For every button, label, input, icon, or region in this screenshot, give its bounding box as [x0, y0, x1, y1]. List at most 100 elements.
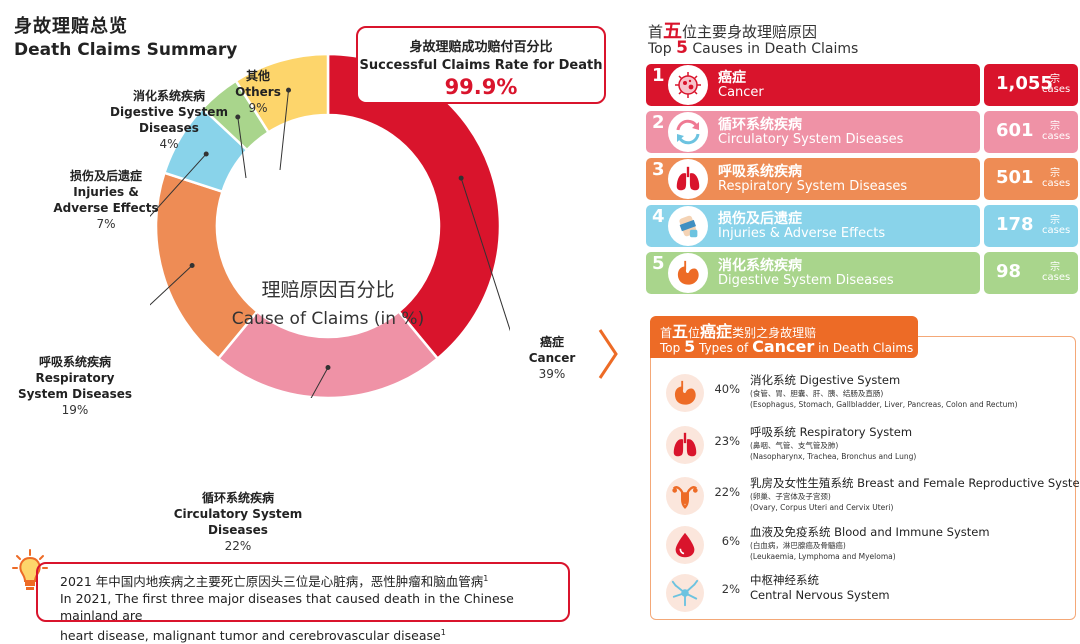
cancer-type-pct: 22% [714, 485, 740, 499]
label-digestive-zh: 消化系统疾病 [132, 89, 205, 103]
label-respiratory-en1: Respiratory [35, 371, 115, 385]
cancer-type-name: 消化系统 Digestive System [750, 373, 901, 387]
top-cause-rank: 4 [652, 206, 665, 227]
unit-en: cases [1042, 131, 1071, 142]
note-footnote-2: 1 [440, 628, 446, 638]
bandage-hand-icon [668, 206, 708, 246]
top-cause-name-zh: 循环系统疾病 [718, 117, 802, 133]
cancer-type-detail-zh: (白血病，淋巴腺癌及骨髓癌) [750, 541, 846, 550]
note-en-2: heart disease, malignant tumor and cereb… [60, 628, 441, 644]
label-circulatory-en: Circulatory System Diseases [173, 507, 303, 537]
cancer-type-row: 23% 呼吸系统 Respiratory System (鼻咽、气管、支气管及肺)… [666, 424, 1072, 470]
leader-line [150, 265, 193, 306]
label-cancer-pct: 39% [538, 367, 566, 381]
note-zh: 2021 年中国内地疾病之主要死亡原因头三位是心脏病，恶性肿瘤和脑血管病 [60, 574, 484, 590]
leader-line [237, 116, 247, 179]
top-cause-name-zh: 癌症 [718, 70, 746, 86]
cancer-type-detail-en: (Esophagus, Stomach, Gallbladder, Liver,… [750, 400, 1018, 409]
cancer-type-name-en: Central Nervous System [750, 588, 890, 602]
top-cause-name-en: Circulatory System Diseases [718, 132, 904, 147]
leader-dot [458, 175, 464, 181]
cancer-type-detail-zh: (鼻咽、气管、支气管及肺) [750, 441, 839, 450]
label-circulatory: 循环系统疾病 Circulatory System Diseases 22% [148, 490, 328, 554]
top-cause-bar: 2 循环系统疾病 Circulatory System Diseases [646, 111, 980, 153]
leader-line [460, 177, 510, 332]
cancer-type-name: 中枢神经系统 [750, 573, 819, 587]
cancer-type-pct: 6% [721, 534, 740, 548]
stomach-icon [666, 374, 704, 412]
top-cause-name-en: Injuries & Adverse Effects [718, 226, 886, 241]
leader-line [310, 367, 329, 398]
top-cause-count-box: 601 宗 cases [984, 111, 1078, 153]
label-digestive-en2: Diseases [139, 121, 199, 135]
top-cause-count: 601 [996, 120, 1034, 141]
leader-dot [235, 114, 241, 120]
lungs-icon [666, 426, 704, 464]
top-cause-row: 1 癌症 Cancer 1,055 宗 cases [646, 64, 1078, 106]
label-respiratory-en2: System Diseases [17, 387, 133, 401]
cancer-type-name: 呼吸系统 Respiratory System [750, 425, 913, 439]
label-cancer-zh: 癌症 [539, 335, 564, 349]
top-cause-rank: 3 [652, 159, 665, 180]
unit-en: cases [1042, 272, 1071, 283]
top-cause-row: 5 消化系统疾病 Digestive System Diseases 98 宗 … [646, 252, 1078, 294]
label-others: 其他 Others 9% [228, 68, 288, 116]
success-label-en: Successful Claims Rate for Death [359, 58, 603, 73]
cancer-type-name: 血液及免疫系统 Blood and Immune System [750, 525, 990, 539]
label-circulatory-zh: 循环系统疾病 [201, 491, 274, 505]
top-cause-bar: 3 呼吸系统疾病 Respiratory System Diseases [646, 158, 980, 200]
donut-hole [218, 116, 438, 336]
unit-zh: 宗 [1050, 262, 1060, 273]
top5-title-en: Top 5 Causes in Death Claims [648, 38, 859, 58]
top-cause-rank: 1 [652, 65, 665, 86]
note-footnote-1: 1 [483, 574, 489, 583]
label-injuries-zh: 损伤及后遗症 [69, 169, 142, 183]
cancer-type-pct: 23% [714, 434, 740, 448]
leader-dot [325, 365, 331, 370]
leader-dot [189, 262, 195, 268]
cancer-types-header: 首五位癌症类别之身故理赔 Top 5 Types of Cancer in De… [650, 316, 918, 358]
cancer-type-detail-en: (Leukaemia, Lymphoma and Myeloma) [750, 552, 896, 561]
cancer-types-title-en: Top 5 Types of Cancer in Death Claims [660, 337, 914, 356]
label-others-en: Others [235, 85, 281, 99]
top-cause-rank: 5 [652, 253, 665, 274]
chart-title-zh: 理赔原因百分比 [261, 279, 394, 301]
uterus-icon [666, 477, 704, 515]
top-cause-name-zh: 呼吸系统疾病 [718, 164, 802, 180]
leader-line [150, 153, 207, 218]
cancer-type-name: 乳房及女性生殖系统 Breast and Female Reproductive… [750, 476, 1080, 490]
leader-dot [286, 87, 292, 93]
unit-en: cases [1042, 84, 1071, 95]
unit-en: cases [1042, 225, 1071, 236]
success-label-zh: 身故理赔成功赔付百分比 [409, 40, 553, 55]
label-circulatory-pct: 22% [224, 539, 252, 553]
cancer-type-row: 6% 血液及免疫系统 Blood and Immune System (白血病，淋… [666, 524, 1072, 570]
leader-dot [203, 151, 209, 157]
success-rate-box: 身故理赔成功赔付百分比 Successful Claims Rate for D… [356, 26, 606, 104]
top-cause-name-en: Respiratory System Diseases [718, 179, 908, 194]
top5-title-zh: 首五位主要身故理赔原因 [648, 20, 818, 42]
cause-of-claims-donut-chart: 理赔原因百分比 Cause of Claims (in %) [150, 52, 510, 398]
lungs-icon [668, 159, 708, 199]
label-others-zh: 其他 [245, 69, 270, 83]
top-cause-count-box: 501 宗 cases [984, 158, 1078, 200]
top-cause-count-box: 98 宗 cases [984, 252, 1078, 294]
unit-en: cases [1042, 178, 1071, 189]
label-digestive: 消化系统疾病 Digestive System Diseases 4% [108, 88, 230, 152]
unit-zh: 宗 [1050, 168, 1060, 179]
label-injuries: 损伤及后遗症 Injuries & Adverse Effects 7% [50, 168, 162, 232]
section-title-en: Death Claims Summary [14, 40, 238, 60]
label-cancer: 癌症 Cancer 39% [522, 334, 582, 382]
top-cause-row: 2 循环系统疾病 Circulatory System Diseases 601… [646, 111, 1078, 153]
top-cause-row: 3 呼吸系统疾病 Respiratory System Diseases 501… [646, 158, 1078, 200]
top-cause-count: 98 [996, 261, 1022, 282]
top-cause-count-box: 1,055 宗 cases [984, 64, 1078, 106]
cancer-type-detail-en: (Ovary, Corpus Uteri and Cervix Uteri) [750, 503, 894, 512]
cancer-type-pct: 40% [714, 382, 740, 396]
cancer-type-row: 22% 乳房及女性生殖系统 Breast and Female Reproduc… [666, 475, 1080, 521]
donut-slice-others [234, 52, 330, 135]
success-rate-value: 99.9% [444, 75, 518, 99]
top-cause-bar: 5 消化系统疾病 Digestive System Diseases [646, 252, 980, 294]
label-digestive-pct: 4% [159, 137, 179, 151]
label-injuries-en2: Adverse Effects [53, 201, 159, 215]
